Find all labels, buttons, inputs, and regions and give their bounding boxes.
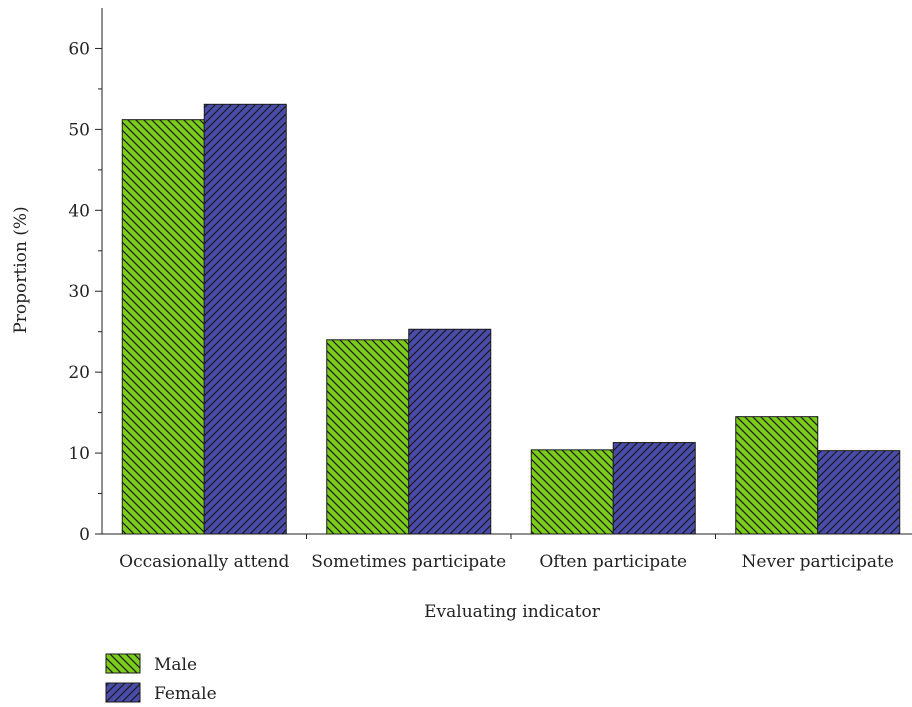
legend-swatch-female xyxy=(105,682,141,703)
y-tick-label: 0 xyxy=(79,525,90,545)
x-axis: Occasionally attend Sometimes participate… xyxy=(96,533,912,572)
legend-label: Male xyxy=(154,655,197,675)
legend-swatch-male xyxy=(105,653,141,674)
y-axis-title: Proportion (%) xyxy=(11,206,31,333)
bar-female xyxy=(408,328,492,535)
bar-male xyxy=(530,449,614,535)
y-tick-label: 60 xyxy=(68,39,90,59)
bar-male xyxy=(735,416,819,535)
y-tick-label: 10 xyxy=(68,444,90,464)
x-tick-label: Occasionally attend xyxy=(119,552,289,572)
y-tick-label: 20 xyxy=(68,363,90,383)
x-tick-label: Never participate xyxy=(742,552,894,572)
bar-female xyxy=(817,450,901,535)
y-tick-label: 50 xyxy=(68,120,90,140)
y-tick-label: 30 xyxy=(68,282,90,302)
bar-female xyxy=(612,442,696,535)
bar-male xyxy=(121,119,205,535)
bar-female xyxy=(203,103,287,535)
x-tick-label: Sometimes participate xyxy=(311,552,506,572)
bar-male xyxy=(326,339,410,535)
legend-label: Female xyxy=(154,684,217,704)
bars xyxy=(121,103,901,535)
x-tick-label: Often participate xyxy=(539,552,687,572)
x-axis-title: Evaluating indicator xyxy=(424,602,601,622)
y-axis: 0 10 20 30 40 50 60 xyxy=(68,8,103,545)
y-tick-label: 40 xyxy=(68,201,90,221)
legend: Male Female xyxy=(105,653,217,704)
